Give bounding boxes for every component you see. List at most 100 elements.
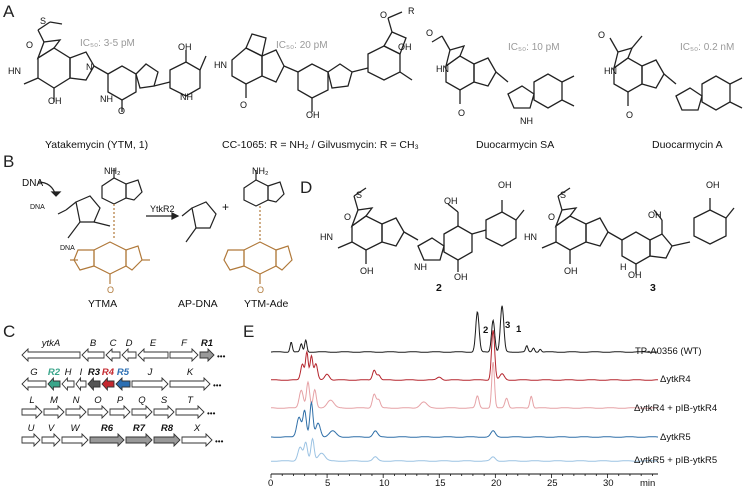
compound-3-structure (541, 187, 735, 274)
atom-s-1: S (40, 16, 47, 26)
gene-label-o: O (94, 395, 102, 406)
gene-label-ytka: ytkA (41, 338, 60, 349)
x-tick-25: 25 (547, 478, 558, 489)
trace-line-3 (271, 400, 658, 438)
panel-b-scheme (37, 168, 293, 284)
yatakemycin-structure (23, 21, 207, 112)
ic50-cc1065: IC₅₀: 20 pM (276, 40, 328, 51)
atom-o-8: O (626, 110, 634, 120)
atom-hn-d2: HN (524, 232, 537, 242)
cc1065-structure (231, 11, 413, 112)
nh2-label-1: NH₂ (104, 166, 121, 176)
trace-line-2 (271, 361, 658, 409)
gene-label-l: L (29, 395, 34, 406)
atom-oh-2: OH (178, 42, 192, 52)
atom-n-1: N (86, 62, 93, 72)
trace-line-1 (271, 330, 659, 381)
gene-arrow-m (43, 404, 65, 420)
compound-2-structure (337, 187, 525, 272)
compound-2-label: 2 (436, 282, 442, 294)
atom-nh-3: NH (520, 116, 533, 126)
gene-arrow-q (131, 404, 153, 420)
panel-letter-e: E (243, 322, 255, 341)
gene-row-continuation: ••• (215, 437, 224, 446)
atom-nh-d1: NH (414, 262, 427, 272)
compound-3-label: 3 (650, 282, 656, 294)
atom-s-d1: S (356, 190, 363, 200)
gene-label-p: P (117, 395, 124, 406)
trace-label-r5: ΔytkR5 (660, 432, 691, 443)
atom-nh-2: NH (180, 92, 193, 102)
trace-label-r4: ΔytkR4 (660, 374, 691, 385)
gene-row-continuation: ••• (217, 352, 226, 361)
x-tick-15: 15 (435, 478, 446, 489)
gene-label-w: W (71, 423, 81, 434)
gene-label-x: X (193, 423, 201, 434)
gene-arrow-h (61, 376, 75, 392)
gene-arrow-n (65, 404, 87, 420)
gene-label-r8: R8 (161, 423, 174, 434)
gene-label-c: C (110, 338, 117, 349)
gene-arrow-s (153, 404, 175, 420)
product-ap-dna: AP-DNA (178, 298, 218, 310)
gene-label-f: F (181, 338, 188, 349)
gene-arrow-f (169, 347, 199, 363)
gene-label-j: J (147, 367, 153, 378)
gene-arrow-k (169, 376, 211, 392)
gene-label-t: T (187, 395, 194, 406)
atom-o-d1: O (344, 212, 352, 222)
gene-arrow-t (175, 404, 205, 420)
dna-label-3: DNA (60, 245, 75, 252)
panel-letter-b: B (3, 152, 15, 171)
x-tick-20: 20 (491, 478, 502, 489)
atom-hn-3: HN (436, 64, 449, 74)
gene-arrow-w (61, 432, 89, 448)
gene-label-g: G (30, 367, 37, 378)
trace-label-r5-comp: ΔytkR5 + pIB-ytkR5 (634, 455, 718, 466)
gene-arrow-b (81, 347, 105, 363)
gene-label-e: E (150, 338, 157, 349)
trace-label-r4-comp: ΔytkR4 + pIB-ytkR4 (634, 403, 718, 414)
gene-arrow-r4 (101, 376, 115, 392)
gene-arrow-o (87, 404, 109, 420)
gene-label-r6: R6 (101, 423, 114, 434)
atom-oh-d3: OH (498, 180, 512, 190)
gene-arrow-l (21, 404, 43, 420)
caption-yatakemycin: Yatakemycin (YTM, 1) (45, 139, 149, 151)
atom-o-d2: O (548, 212, 556, 222)
gene-label-v: V (48, 423, 56, 434)
gene-label-i: I (80, 367, 83, 378)
gene-row-continuation: ••• (213, 381, 222, 390)
duocarmycin-sa-structure (431, 35, 575, 109)
gene-label-r3: R3 (88, 367, 101, 378)
peak-label-3: 3 (505, 320, 511, 331)
x-tick-0: 0 (268, 478, 274, 489)
gene-label-r2: R2 (48, 367, 61, 378)
gene-row-continuation: ••• (207, 409, 216, 418)
trace-line-0 (271, 305, 658, 353)
gene-arrow-r7 (125, 432, 153, 448)
gene-label-k: K (187, 367, 194, 378)
gene-label-r7: R7 (133, 423, 146, 434)
gene-arrow-r3 (87, 376, 101, 392)
gene-arrow-d (121, 347, 137, 363)
atom-hn-d1: HN (320, 232, 333, 242)
x-tick-5: 5 (325, 478, 331, 489)
gene-arrow-ytka (21, 347, 81, 363)
atom-oh-1: OH (48, 96, 62, 106)
ic50-duocarmycin-a: IC₅₀: 0.2 nM (680, 42, 735, 53)
atom-o-7: O (598, 30, 606, 40)
panel-letter-d: D (300, 178, 313, 197)
enzyme-label: YtkR2 (150, 204, 175, 214)
gene-label-h: H (65, 367, 72, 378)
product-ytma: YTMA (88, 298, 118, 310)
atom-oh-d4: OH (454, 272, 468, 282)
gene-label-q: Q (138, 395, 146, 406)
atom-oh-d2: OH (444, 196, 458, 206)
gene-label-m: M (50, 395, 58, 406)
product-ytm-ade: YTM-Ade (244, 298, 289, 310)
atom-o-1: O (26, 40, 34, 50)
x-tick-30: 30 (603, 478, 614, 489)
gene-label-s: S (161, 395, 168, 406)
